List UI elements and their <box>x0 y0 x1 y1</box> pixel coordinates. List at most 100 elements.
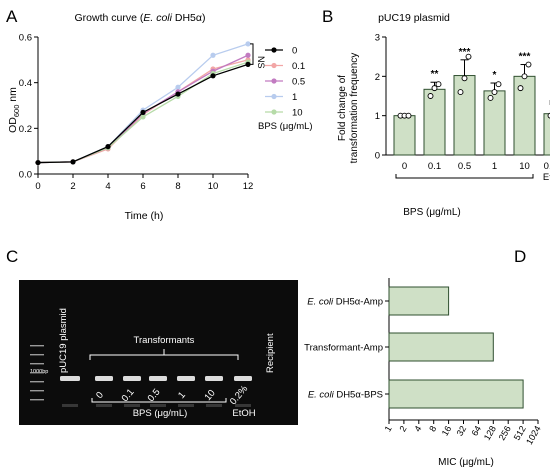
faint-band <box>150 404 166 407</box>
data-point <box>435 81 442 88</box>
data-point <box>427 93 434 99</box>
transformation-panel: pUC19 plasmid Fold change of transformat… <box>337 12 550 218</box>
ladder-band <box>30 390 44 392</box>
ladder-band <box>30 372 44 374</box>
faint-band <box>235 404 251 407</box>
y-tick-label: 0 <box>375 151 380 162</box>
bps-bracket <box>91 398 227 403</box>
data-point <box>521 73 528 80</box>
faint-band <box>124 404 140 407</box>
faint-band <box>206 404 222 407</box>
y-tick-label: 2 <box>375 72 380 83</box>
ladder-band <box>30 354 44 356</box>
bar <box>393 115 416 156</box>
mic-bar <box>388 332 494 362</box>
series-point-0 <box>210 73 216 79</box>
transformants-label: Transformants <box>134 335 195 346</box>
x-tick-label: 2 <box>70 181 75 192</box>
panel-letter-c: C <box>6 247 18 266</box>
x-tick-label: 0 <box>35 181 40 192</box>
legend-marker-0 <box>271 47 277 53</box>
series-point-0 <box>245 61 251 67</box>
bar <box>423 88 446 156</box>
lane-recipient-label: Recipient <box>265 333 276 373</box>
legend-marker-1 <box>271 93 277 100</box>
bar <box>453 75 476 156</box>
series-point-0 <box>105 144 111 150</box>
y-tick-label: 1 <box>375 111 380 122</box>
data-point <box>457 89 464 96</box>
growth-curve-xlabel: Time (h) <box>125 210 164 222</box>
plasmid-band <box>123 376 141 381</box>
ns-bracket <box>250 43 254 65</box>
data-point <box>465 53 472 60</box>
category-label: 0.5 <box>458 161 471 172</box>
significance-label: * <box>493 70 497 81</box>
data-point <box>525 61 532 68</box>
transformation-title: pUC19 plasmid <box>378 12 450 24</box>
x-tick-label: 8 <box>175 181 180 192</box>
series-point-0 <box>70 159 76 165</box>
x-tick-label: 12 <box>243 181 254 192</box>
legend-label-0.1: 0.1 <box>292 61 305 72</box>
plasmid-band <box>60 376 80 381</box>
category-label: 0.1 <box>428 161 441 172</box>
category-label: Transformant-Amp <box>304 343 383 354</box>
data-point <box>487 95 494 101</box>
plasmid-band <box>234 376 252 381</box>
ladder-band <box>30 363 44 365</box>
plasmid-band <box>95 376 113 381</box>
x-tick-label: 256 <box>497 424 513 442</box>
x-tick-label: 2 <box>397 424 408 433</box>
bar <box>513 75 536 156</box>
mic-bar <box>388 379 524 409</box>
x-tick-label: 4 <box>105 181 110 192</box>
x-tick-label: 10 <box>208 181 219 192</box>
series-line-1 <box>37 43 249 164</box>
significance-label: ** <box>431 69 439 80</box>
y-tick-label: 0.6 <box>19 33 32 44</box>
growth-curve-ylabel: OD600 nm <box>7 87 21 133</box>
x-tick-label: 6 <box>140 181 145 192</box>
growth-curve-title: Growth curve (E. coli DH5α) <box>75 12 206 24</box>
data-point <box>491 89 498 96</box>
category-label: E. coli DH5α-Amp <box>307 297 383 308</box>
x-tick-label: 4 <box>412 424 423 433</box>
growth-curve-panel: Growth curve (E. coli DH5α) OD600 nm Tim… <box>7 12 313 222</box>
gel-image <box>19 280 298 425</box>
x-tick-label: 1024 <box>524 424 543 446</box>
bar <box>483 90 506 156</box>
series-point-0 <box>35 159 41 166</box>
panel-letter-d: D <box>514 247 526 266</box>
ns-label: NS <box>256 56 266 69</box>
series-point-0 <box>140 109 146 115</box>
data-point <box>431 85 438 92</box>
x-tick-label: 64 <box>469 424 483 438</box>
y-tick-label: 3 <box>375 33 380 44</box>
bps-group-label: BPS (μg/mL) <box>403 207 460 218</box>
series-point-0.5 <box>245 52 251 58</box>
data-point <box>495 81 502 88</box>
plasmid-band <box>149 376 167 381</box>
category-label: 0.2% <box>544 161 550 172</box>
series-point-1 <box>210 52 216 58</box>
mic-xlabel: MIC (μg/mL) <box>438 457 494 468</box>
x-tick-label: 128 <box>482 424 498 442</box>
legend-marker-10 <box>271 109 277 115</box>
data-point <box>517 85 524 92</box>
data-point <box>405 112 412 119</box>
gel-panel: 1000bp pUC19 plasmid Recipient Transform… <box>19 280 298 425</box>
mic-bar <box>388 286 450 316</box>
ladder-band <box>30 399 44 401</box>
legend-marker-0.5 <box>271 78 277 84</box>
faint-band <box>62 404 78 407</box>
plasmid-band <box>177 376 195 381</box>
significance-label: *** <box>519 52 531 63</box>
series-point-1 <box>175 84 181 90</box>
legend-label-0: 0 <box>292 46 297 57</box>
y-tick-label: 0.0 <box>19 170 32 181</box>
y-tick-label: 0.4 <box>19 78 32 89</box>
series-point-1 <box>245 41 251 47</box>
